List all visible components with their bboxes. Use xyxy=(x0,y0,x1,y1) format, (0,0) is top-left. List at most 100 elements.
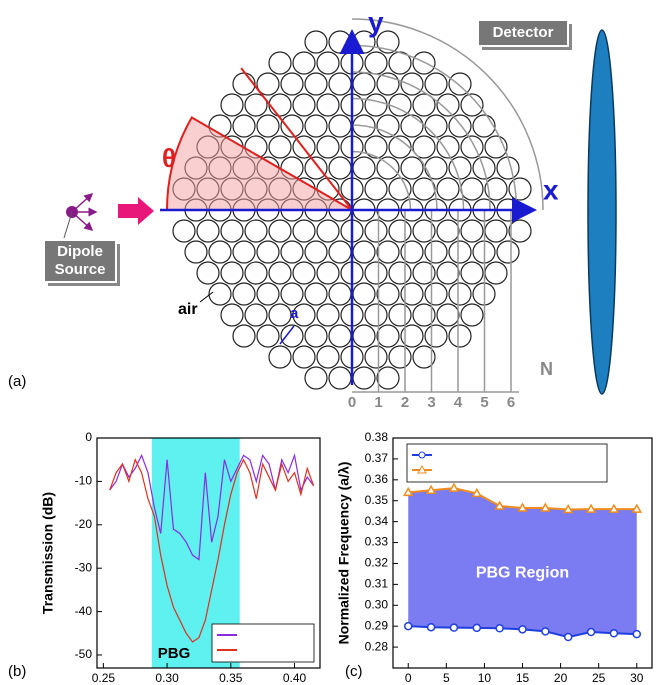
air-hole xyxy=(232,282,256,306)
marker xyxy=(449,623,459,632)
y-axis-label: y xyxy=(368,6,384,37)
air-hole xyxy=(436,303,460,327)
air-hole xyxy=(256,282,280,306)
n-tick-label: 3 xyxy=(427,394,435,411)
y-tick-label: 0.37 xyxy=(365,451,389,465)
air-label: air xyxy=(178,301,198,318)
n-label: N xyxy=(540,359,553,379)
air-hole xyxy=(436,135,460,159)
air-hole xyxy=(388,219,412,243)
marker xyxy=(586,627,596,637)
arrow xyxy=(71,211,94,232)
air-hole xyxy=(376,30,400,54)
air-hole xyxy=(220,261,244,285)
air-hole xyxy=(412,135,436,159)
air-hole xyxy=(424,156,448,180)
air-hole xyxy=(316,219,340,243)
air-hole xyxy=(268,135,292,159)
n-tick-label: 1 xyxy=(374,394,382,411)
air-hole xyxy=(376,156,400,180)
y-axis-label: Normalized Frequency (a/λ) xyxy=(336,462,352,645)
y-tick-label: 0 xyxy=(85,430,92,444)
air-hole xyxy=(328,30,352,54)
y-tick-label: 0.35 xyxy=(365,493,389,507)
charts: PBG 0 -10 -20 -30 -40 -50 0.25 0.30 0.35 0.40 Norma… xyxy=(8,430,653,685)
n-tick-label: 5 xyxy=(480,394,488,411)
marker xyxy=(471,487,483,498)
marker xyxy=(426,622,436,632)
ring-arc xyxy=(351,71,491,211)
air-hole xyxy=(244,303,268,327)
panel-label: (b) xyxy=(8,663,26,680)
air-hole xyxy=(352,282,376,306)
air-hole xyxy=(328,156,352,180)
air-hole xyxy=(412,303,436,327)
air-hole xyxy=(448,282,472,306)
air-hole xyxy=(328,324,352,348)
ring-arc xyxy=(351,150,412,211)
x-tick-label: 20 xyxy=(554,671,568,685)
air-hole xyxy=(304,240,328,264)
air-hole xyxy=(268,51,292,75)
air-hole xyxy=(460,93,484,117)
air-hole xyxy=(172,219,196,243)
air-hole xyxy=(376,114,400,138)
pbg-region xyxy=(408,488,637,638)
y-tick-label: -30 xyxy=(75,560,93,574)
ring-arc xyxy=(351,44,518,211)
y-tick-label: 0.36 xyxy=(365,472,389,486)
x-axis-label: x xyxy=(543,174,559,205)
air-hole xyxy=(364,303,388,327)
legend-marker xyxy=(417,464,427,474)
air-hole xyxy=(268,261,292,285)
air-hole xyxy=(496,240,520,264)
y-tick-label: 0.28 xyxy=(365,639,389,653)
marker xyxy=(540,502,551,512)
air-hole xyxy=(388,345,412,369)
air-hole xyxy=(352,72,376,96)
ring-arc xyxy=(351,124,438,211)
air-hole xyxy=(508,219,532,243)
air-hole xyxy=(484,219,508,243)
x-tick-label: 25 xyxy=(592,671,606,685)
air-hole xyxy=(496,156,520,180)
air-hole xyxy=(448,240,472,264)
air-hole xyxy=(328,240,352,264)
y-tick-label: 0.30 xyxy=(365,597,389,611)
air-hole xyxy=(328,72,352,96)
marker xyxy=(631,503,643,513)
y-tick-label: 0.34 xyxy=(365,514,389,528)
air-hole xyxy=(256,72,280,96)
air-hole xyxy=(460,177,484,201)
marker xyxy=(562,503,574,514)
source-label: Source xyxy=(55,261,106,278)
air-hole xyxy=(292,135,316,159)
air-hole xyxy=(376,72,400,96)
air-hole xyxy=(268,93,292,117)
air-hole xyxy=(460,261,484,285)
air-hole xyxy=(304,30,328,54)
air-hole xyxy=(508,177,532,201)
y-tick-label: -50 xyxy=(75,647,93,661)
air-hole xyxy=(196,261,220,285)
marker xyxy=(585,503,597,513)
dimension xyxy=(279,325,295,345)
marker xyxy=(448,482,460,492)
air-hole xyxy=(424,114,448,138)
air-hole xyxy=(244,219,268,243)
n-tick-label: 6 xyxy=(507,394,515,411)
air-hole xyxy=(436,93,460,117)
air-hole xyxy=(316,93,340,117)
y-axis-label: Transmission (dB) xyxy=(40,492,56,614)
air-hole xyxy=(328,282,352,306)
n-tick-label: 0 xyxy=(348,394,356,411)
n-tick-label: 2 xyxy=(401,394,409,411)
legend-box xyxy=(211,623,315,663)
y-tick-label: 0.29 xyxy=(365,618,389,632)
air-hole xyxy=(280,282,304,306)
air-hole xyxy=(388,303,412,327)
x-tick-label: 15 xyxy=(516,671,530,685)
air-hole xyxy=(388,261,412,285)
air-hole xyxy=(352,156,376,180)
air-hole xyxy=(292,303,316,327)
